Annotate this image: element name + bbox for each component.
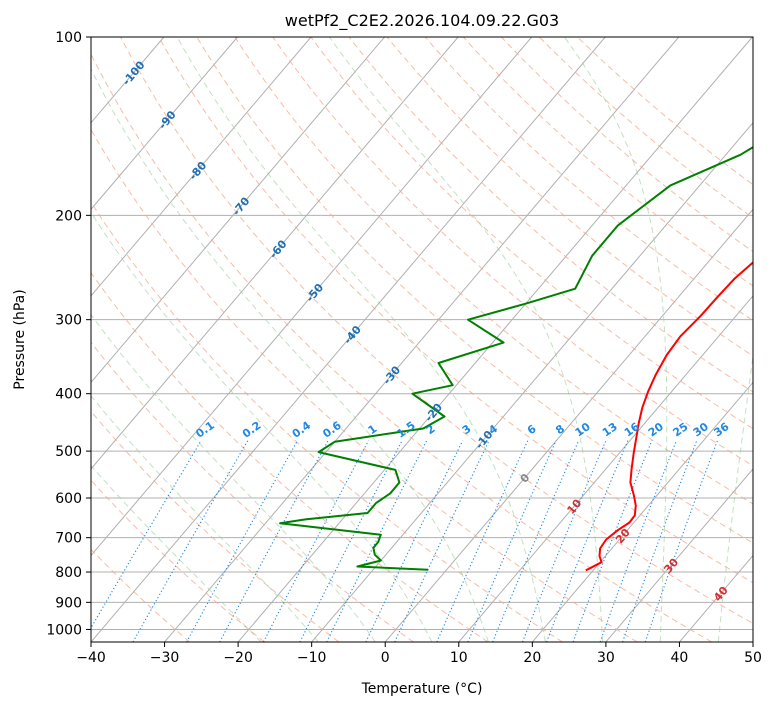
plot-frame	[90, 36, 754, 643]
moist-adiabat	[91, 395, 319, 642]
y-tick-label: 400	[55, 387, 82, 403]
moist-adiabats	[91, 37, 753, 642]
isotherm-gridline	[91, 37, 312, 297]
moist-adiabat	[91, 211, 433, 642]
y-tick-label: 600	[55, 491, 82, 507]
isotherm-gridline	[91, 37, 459, 470]
isotherm-gridline	[164, 37, 680, 642]
mixing-ratio-line	[622, 440, 698, 642]
mixing-ratio-line	[572, 440, 653, 642]
mixing-ratio-line	[186, 440, 298, 642]
y-axis-label: Pressure (hPa)	[12, 289, 28, 389]
moist-adiabat	[91, 313, 376, 642]
dry-adiabat	[196, 37, 753, 544]
x-tick-label: 0	[381, 650, 390, 666]
x-tick-label: 50	[744, 650, 762, 666]
isotherm-gridline	[91, 37, 533, 557]
dry-adiabat	[91, 128, 638, 642]
isotherm-gridline	[311, 122, 753, 642]
dry-adiabat	[91, 53, 713, 642]
mixing-ratio-line	[365, 440, 464, 642]
dry-adiabat	[234, 37, 753, 505]
mixing-ratio-line	[436, 440, 529, 642]
dry-adiabat	[158, 37, 753, 584]
x-tick-label: 40	[671, 650, 689, 666]
y-tick-label: 500	[55, 444, 82, 460]
mixing-ratio-line	[521, 440, 607, 642]
x-tick-label: −10	[297, 650, 327, 666]
y-tick-label: 1000	[46, 622, 82, 638]
isotherm-gridline	[237, 37, 753, 642]
x-tick-label: 30	[597, 650, 615, 666]
isotherm-gridline	[91, 37, 606, 642]
dry-adiabat	[120, 37, 753, 625]
isotherm-gridline	[91, 37, 385, 384]
y-tick-label: 800	[55, 565, 82, 581]
dry-adiabat	[386, 37, 753, 357]
moist-adiabat	[717, 351, 753, 642]
isotherm-gridline	[91, 37, 238, 211]
isotherm-gridline	[605, 468, 753, 642]
y-tick-label: 200	[55, 208, 82, 224]
mixing-ratio-line	[599, 440, 678, 642]
isotherm-gridline	[384, 208, 753, 642]
mixing-ratio-line	[91, 440, 202, 629]
dry-adiabat	[310, 37, 753, 430]
x-axis-label: Temperature (°C)	[361, 681, 483, 697]
moist-adiabat	[563, 37, 668, 642]
isotherm-gridline	[531, 381, 753, 642]
x-tick-label: −40	[76, 650, 106, 666]
y-axis: 1000 900 800 700 600 500 400 300 200 100	[46, 30, 91, 638]
chart-title: wetPf2_C2E2.2026.104.09.22.G03	[285, 11, 559, 31]
mixing-ratio-line	[546, 440, 629, 642]
mixing-ratio-line	[299, 440, 403, 642]
y-tick-label: 700	[55, 531, 82, 547]
x-tick-label: −30	[150, 650, 180, 666]
sounding-profile-line	[585, 261, 753, 572]
dry-adiabat	[91, 479, 265, 642]
dry-adiabat	[577, 37, 753, 186]
y-tick-label: 100	[55, 30, 82, 46]
dry-adiabat	[91, 341, 414, 642]
moist-adiabat	[328, 37, 604, 642]
moist-adiabat	[176, 37, 546, 642]
isotherm-gridline	[458, 295, 753, 642]
x-tick-label: 10	[450, 650, 468, 666]
dry-adiabat	[424, 37, 753, 322]
grid-lines	[91, 37, 753, 642]
moist-adiabat	[91, 67, 489, 642]
profile-series	[279, 146, 753, 572]
mixing-ratio-line	[644, 440, 719, 642]
x-tick-label: −20	[223, 650, 253, 666]
mixing-ratio-line	[326, 440, 428, 642]
x-axis: −40 −30 −20 −10 0 10 20 30 40 50	[76, 642, 762, 666]
mixing-ratio-lines	[91, 440, 719, 642]
x-tick-label: 20	[523, 650, 541, 666]
dry-adiabat	[462, 37, 753, 287]
y-tick-label: 900	[55, 595, 82, 611]
sounding-profile-line	[279, 146, 753, 571]
y-tick-label: 300	[55, 313, 82, 329]
